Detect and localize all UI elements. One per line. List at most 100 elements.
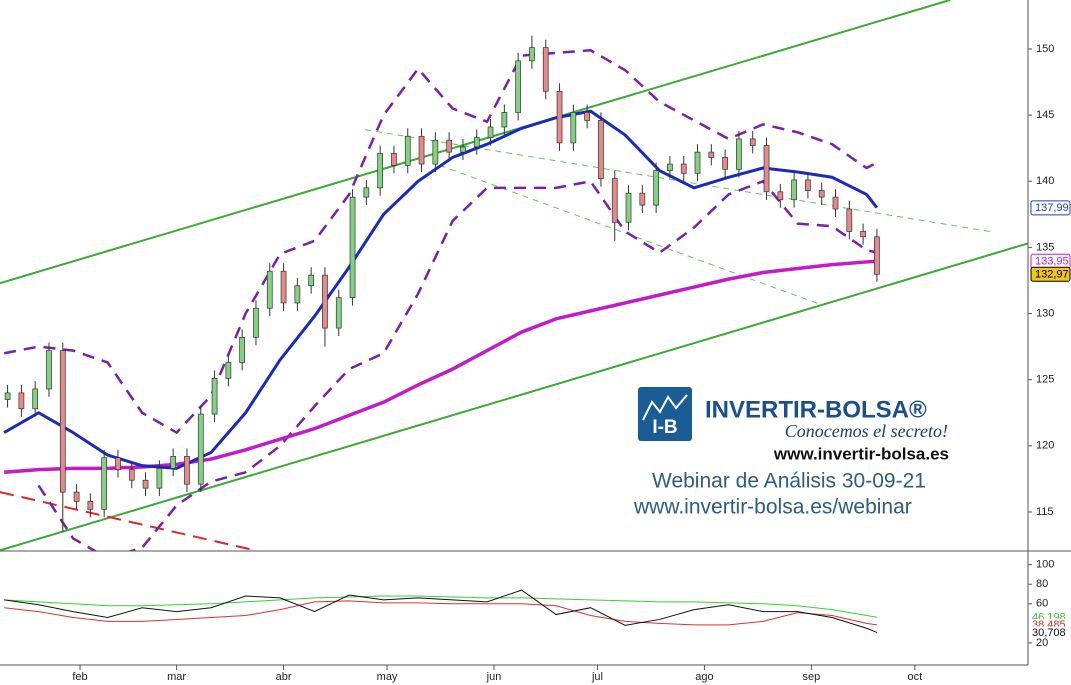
x-tick-label: abr [276, 671, 292, 683]
candle-body [832, 196, 839, 210]
candle-body [73, 491, 80, 502]
y-tick-label: 60 [1036, 598, 1048, 610]
event-url: www.invertir-bolsa.es/webinar [633, 496, 912, 519]
candle-body [184, 456, 190, 485]
candle-body [860, 231, 866, 238]
candle-body [280, 270, 287, 304]
candle-body [556, 90, 563, 144]
candle-body [363, 187, 370, 198]
candle-body [625, 192, 632, 223]
trendline [0, 242, 1028, 551]
value-tag [1030, 626, 1071, 639]
candle-body [432, 139, 439, 165]
candle-body [749, 138, 756, 146]
y-tick-label: 145 [1036, 109, 1054, 121]
y-tick-label: 125 [1036, 374, 1054, 386]
y-tick-label: 120 [1036, 440, 1054, 452]
event-title: Webinar de Análisis 30-09-21 [652, 470, 926, 493]
candle-body [391, 153, 397, 166]
candle-body [805, 179, 811, 191]
x-tick-label: feb [72, 671, 87, 683]
candle-body [763, 145, 770, 193]
candle-body [156, 467, 163, 489]
candle-body [294, 285, 301, 304]
logo-icon [638, 387, 692, 441]
x-tick-label: oct [908, 671, 923, 683]
candle-body [570, 112, 577, 144]
candle-body [680, 163, 687, 174]
candle-body [584, 112, 590, 121]
candle-body [446, 139, 452, 153]
tagline: Conocemos el secreto! [785, 421, 948, 441]
logo-graphic [642, 394, 688, 421]
candle-body [487, 126, 494, 138]
candle-body [722, 157, 728, 170]
candle-body [4, 392, 11, 400]
candle-body [211, 378, 218, 415]
overlay-line [3, 49, 878, 434]
candle-body [142, 479, 149, 489]
candle-body [529, 47, 535, 62]
price-tag [1030, 266, 1071, 282]
candle-body [170, 456, 177, 469]
oscillator-panel [4, 589, 878, 633]
axes: 115 120 125 130 135 140 145 150 feb mar abr may jun j… [72, 43, 1071, 683]
candle-body [128, 469, 135, 481]
candle-body [322, 274, 328, 329]
candle-body [846, 208, 853, 232]
x-tick-label: jun [486, 671, 502, 683]
oscillator-line [4, 600, 877, 626]
x-tick-label: may [377, 671, 398, 683]
candle-body [32, 388, 39, 410]
logo: I-B INVERTIR-BOLSA® Conocemos el secreto… [633, 387, 949, 519]
candle-body [266, 270, 273, 309]
x-tick-label: sep [802, 671, 820, 683]
y-tick-label: 115 [1036, 506, 1054, 518]
candle-body [501, 112, 508, 128]
price-tag-label: 137,99 [1035, 202, 1069, 214]
brand: INVERTIR-BOLSA® [705, 396, 927, 423]
candle-body [239, 336, 246, 363]
x-tick-label: jul [591, 671, 603, 683]
price-tag [1030, 200, 1071, 216]
oscillator-line [4, 589, 878, 633]
candle-body [639, 192, 646, 206]
candle-body [253, 307, 259, 338]
candle-body [611, 178, 618, 223]
candle-body [777, 191, 784, 201]
candle-body [418, 135, 425, 165]
candle-body [598, 120, 604, 179]
site-url: www.invertir-bolsa.es [773, 444, 949, 463]
price-tag-label: 133,95 [1035, 256, 1069, 268]
candle-body [101, 457, 108, 510]
candle-body [736, 138, 742, 170]
overlay-line [3, 109, 879, 470]
candle-body [225, 362, 232, 379]
candle-body [874, 236, 880, 275]
candle-body [349, 196, 356, 299]
candle-body [87, 501, 94, 510]
value-tag-label: 30,708 [1032, 627, 1066, 639]
candle-body [667, 163, 673, 172]
price-tag-label: 132,97 [1035, 269, 1069, 281]
candle-body [694, 151, 701, 174]
y-tick-label: 150 [1036, 43, 1054, 55]
candle-body [308, 274, 315, 287]
candle-body [708, 151, 715, 158]
candle-body [404, 135, 411, 166]
candle-body [335, 297, 342, 329]
logo-icon-text: I-B [652, 417, 677, 438]
candle-body [473, 137, 480, 148]
candle-body [197, 413, 204, 485]
y-tick-label: 140 [1036, 175, 1054, 187]
candle-body [515, 60, 521, 113]
candle-body [18, 392, 25, 410]
candle-body [46, 350, 52, 390]
candle-body [791, 179, 797, 201]
y-tick-label: 20 [1036, 637, 1048, 649]
candle-body [377, 153, 384, 189]
candle-body [818, 190, 825, 198]
y-tick-label: 130 [1036, 307, 1054, 319]
y-tick-label: 135 [1036, 241, 1054, 253]
